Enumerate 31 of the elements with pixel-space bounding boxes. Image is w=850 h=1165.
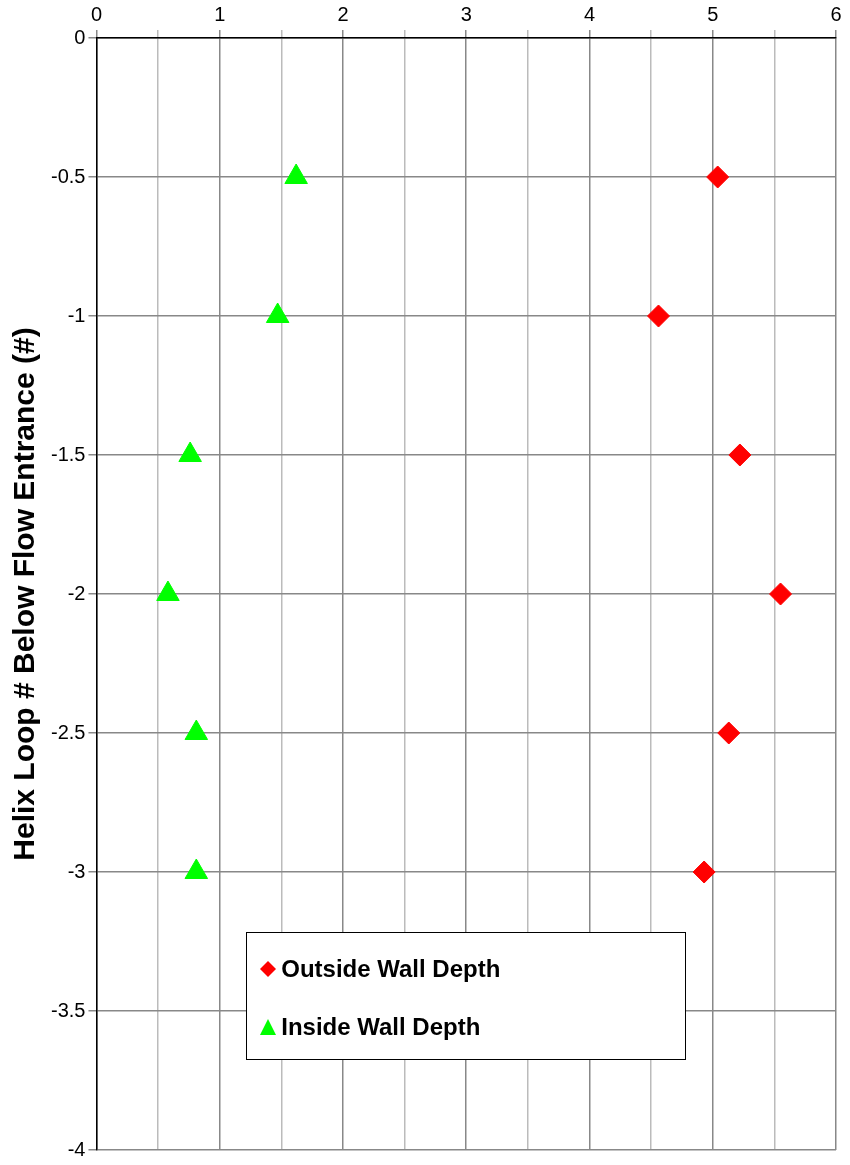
x-tick-label: 6 [830, 2, 842, 25]
y-tick-label: -2 [67, 581, 86, 604]
y-tick-label: -4 [67, 1137, 86, 1160]
point [769, 582, 793, 606]
x-tick-label: 2 [337, 2, 349, 25]
point [265, 302, 290, 323]
point [184, 719, 209, 740]
x-tick-label: 5 [707, 2, 719, 25]
point [284, 163, 308, 184]
x-tick-label: 1 [214, 2, 226, 25]
y-tick-label: -3 [67, 859, 86, 882]
y-tick-label: -1.5 [50, 442, 86, 465]
legend-label: Inside Wall Depth [281, 1013, 481, 1041]
point [728, 443, 752, 467]
point [717, 721, 741, 745]
y-tick-label: -2.5 [50, 720, 86, 743]
x-tick-label: 0 [90, 2, 103, 25]
y-tick-label: -1 [67, 303, 86, 326]
legend-label: Outside Wall Depth [281, 955, 501, 983]
y-tick-label: -3.5 [50, 998, 86, 1021]
x-tick-label: 3 [460, 2, 472, 25]
point [178, 441, 202, 462]
point [706, 165, 730, 189]
y-axis-title: Helix Loop # Below Flow Entrance (#) [7, 327, 41, 861]
point [184, 858, 209, 879]
y-tick-label: -0.5 [50, 164, 86, 187]
point [692, 860, 716, 884]
y-tick-label: 0 [74, 25, 86, 48]
point [156, 580, 180, 601]
x-tick-label: 4 [583, 2, 596, 25]
point [647, 304, 671, 328]
